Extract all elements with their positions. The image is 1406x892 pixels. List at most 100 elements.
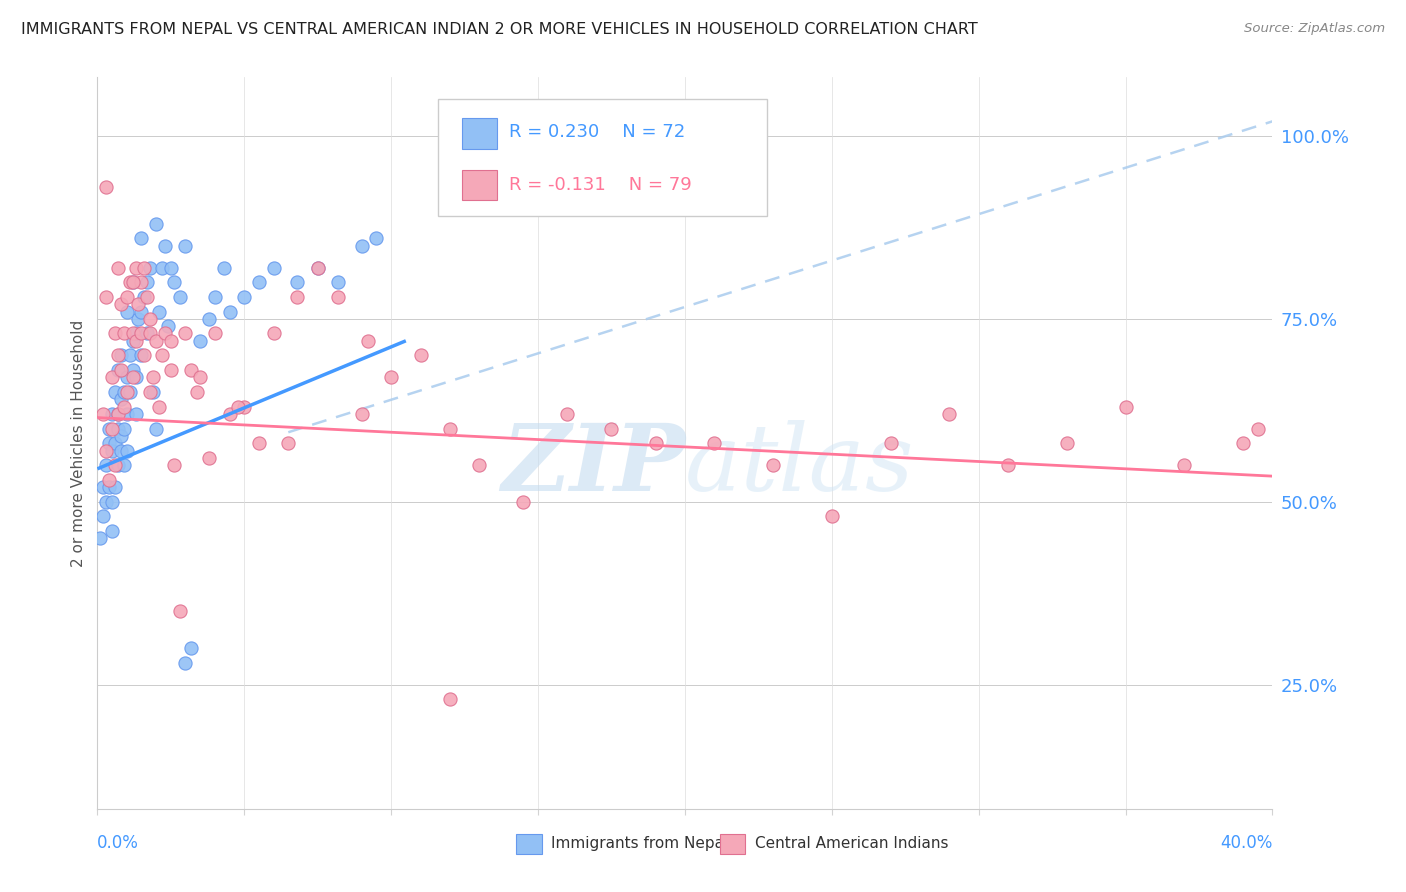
- Point: [1247, 421, 1270, 435]
- Point: [150, 260, 173, 275]
- Point: [307, 260, 329, 275]
- Point: [198, 450, 221, 465]
- Point: [156, 319, 179, 334]
- Point: [512, 494, 534, 508]
- Point: [180, 363, 202, 377]
- Point: [139, 260, 162, 275]
- Point: [110, 443, 132, 458]
- Y-axis label: 2 or more Vehicles in Household: 2 or more Vehicles in Household: [72, 319, 86, 566]
- Point: [145, 217, 167, 231]
- Text: Source: ZipAtlas.com: Source: ZipAtlas.com: [1244, 22, 1385, 36]
- Point: [328, 290, 350, 304]
- FancyBboxPatch shape: [439, 99, 768, 217]
- Text: R = 0.230    N = 72: R = 0.230 N = 72: [509, 123, 685, 141]
- Point: [263, 326, 285, 341]
- Point: [96, 458, 118, 472]
- Point: [153, 238, 176, 252]
- Point: [110, 363, 132, 377]
- Point: [118, 384, 141, 399]
- Point: [439, 692, 461, 706]
- Point: [115, 304, 138, 318]
- Point: [96, 443, 118, 458]
- Point: [198, 311, 221, 326]
- Point: [204, 326, 226, 341]
- Point: [115, 407, 138, 421]
- Point: [186, 384, 208, 399]
- Point: [107, 421, 129, 435]
- Point: [104, 480, 127, 494]
- Point: [218, 304, 240, 318]
- Point: [115, 443, 138, 458]
- Point: [112, 400, 135, 414]
- Text: R = -0.131    N = 79: R = -0.131 N = 79: [509, 176, 692, 194]
- Point: [107, 348, 129, 362]
- Point: [121, 363, 143, 377]
- Point: [101, 407, 124, 421]
- Point: [212, 260, 235, 275]
- Point: [121, 275, 143, 289]
- Point: [997, 458, 1019, 472]
- Bar: [461, 119, 496, 149]
- Point: [131, 326, 153, 341]
- Point: [104, 436, 127, 450]
- Point: [145, 334, 167, 348]
- Text: ZIP: ZIP: [501, 420, 685, 510]
- Point: [439, 421, 461, 435]
- Point: [247, 275, 270, 289]
- Point: [136, 326, 159, 341]
- Point: [142, 370, 165, 384]
- Point: [134, 348, 156, 362]
- Point: [110, 348, 132, 362]
- Point: [139, 326, 162, 341]
- Point: [121, 334, 143, 348]
- Point: [134, 290, 156, 304]
- Point: [188, 370, 211, 384]
- Point: [131, 231, 153, 245]
- Point: [938, 407, 960, 421]
- Point: [139, 311, 162, 326]
- Point: [124, 370, 146, 384]
- Point: [163, 275, 186, 289]
- Point: [112, 384, 135, 399]
- Point: [104, 326, 127, 341]
- Point: [821, 509, 844, 524]
- Point: [762, 458, 785, 472]
- Point: [104, 384, 127, 399]
- Point: [124, 334, 146, 348]
- Point: [89, 532, 111, 546]
- Point: [285, 290, 308, 304]
- Point: [380, 370, 402, 384]
- Point: [112, 421, 135, 435]
- Point: [104, 458, 127, 472]
- Point: [1232, 436, 1254, 450]
- Point: [148, 304, 170, 318]
- Point: [159, 334, 181, 348]
- Point: [366, 231, 388, 245]
- Point: [163, 458, 186, 472]
- Point: [879, 436, 901, 450]
- Point: [204, 290, 226, 304]
- Point: [328, 275, 350, 289]
- Point: [124, 326, 146, 341]
- Text: Immigrants from Nepal: Immigrants from Nepal: [551, 837, 728, 851]
- Point: [115, 370, 138, 384]
- Point: [557, 407, 579, 421]
- Point: [233, 400, 256, 414]
- Point: [98, 480, 121, 494]
- Point: [121, 370, 143, 384]
- Point: [350, 238, 373, 252]
- Point: [131, 348, 153, 362]
- Point: [110, 297, 132, 311]
- Bar: [461, 169, 496, 201]
- Point: [468, 458, 491, 472]
- Text: atlas: atlas: [685, 420, 914, 510]
- Point: [91, 509, 114, 524]
- Point: [174, 238, 197, 252]
- Point: [174, 326, 197, 341]
- Point: [153, 326, 176, 341]
- Point: [136, 290, 159, 304]
- Point: [247, 436, 270, 450]
- Point: [91, 480, 114, 494]
- Point: [169, 290, 191, 304]
- Point: [228, 400, 250, 414]
